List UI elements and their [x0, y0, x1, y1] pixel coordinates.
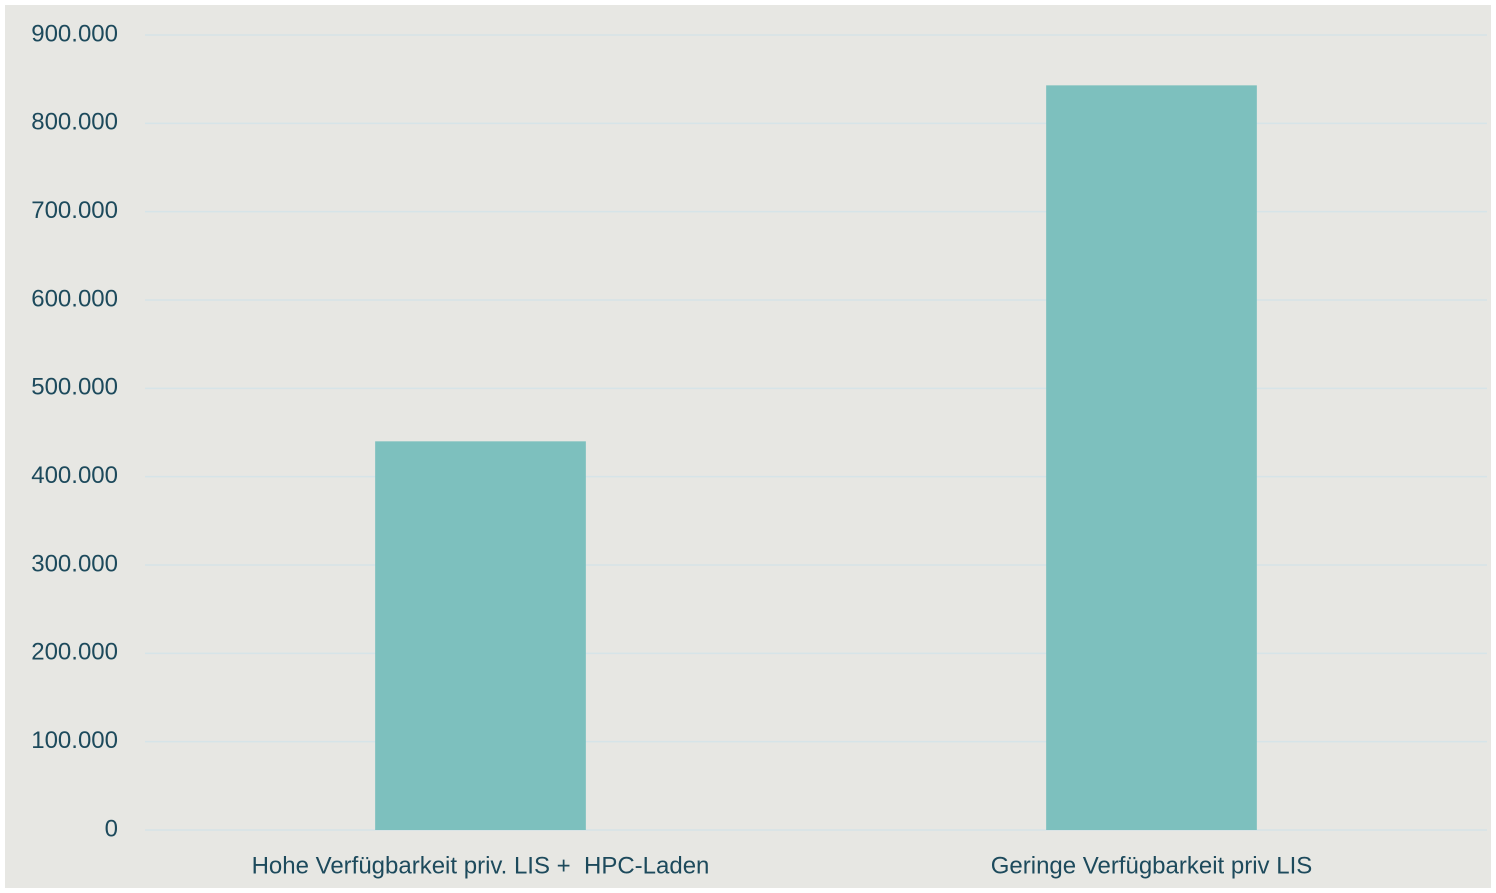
y-tick-label: 900.000	[31, 20, 118, 47]
y-tick-label: 600.000	[31, 285, 118, 312]
chart-background	[5, 5, 1491, 888]
y-tick-label: 100.000	[31, 727, 118, 754]
bar	[375, 441, 586, 830]
x-tick-label: Geringe Verfügbarkeit priv LIS	[991, 852, 1313, 879]
y-tick-label: 400.000	[31, 462, 118, 489]
y-tick-label: 0	[105, 815, 118, 842]
y-tick-label: 800.000	[31, 109, 118, 136]
y-tick-label: 500.000	[31, 374, 118, 401]
bar	[1046, 85, 1257, 831]
y-tick-label: 700.000	[31, 197, 118, 224]
y-tick-label: 300.000	[31, 550, 118, 577]
x-tick-label: Hohe Verfügbarkeit priv. LIS + HPC-Laden	[252, 852, 710, 879]
y-tick-label: 200.000	[31, 639, 118, 666]
